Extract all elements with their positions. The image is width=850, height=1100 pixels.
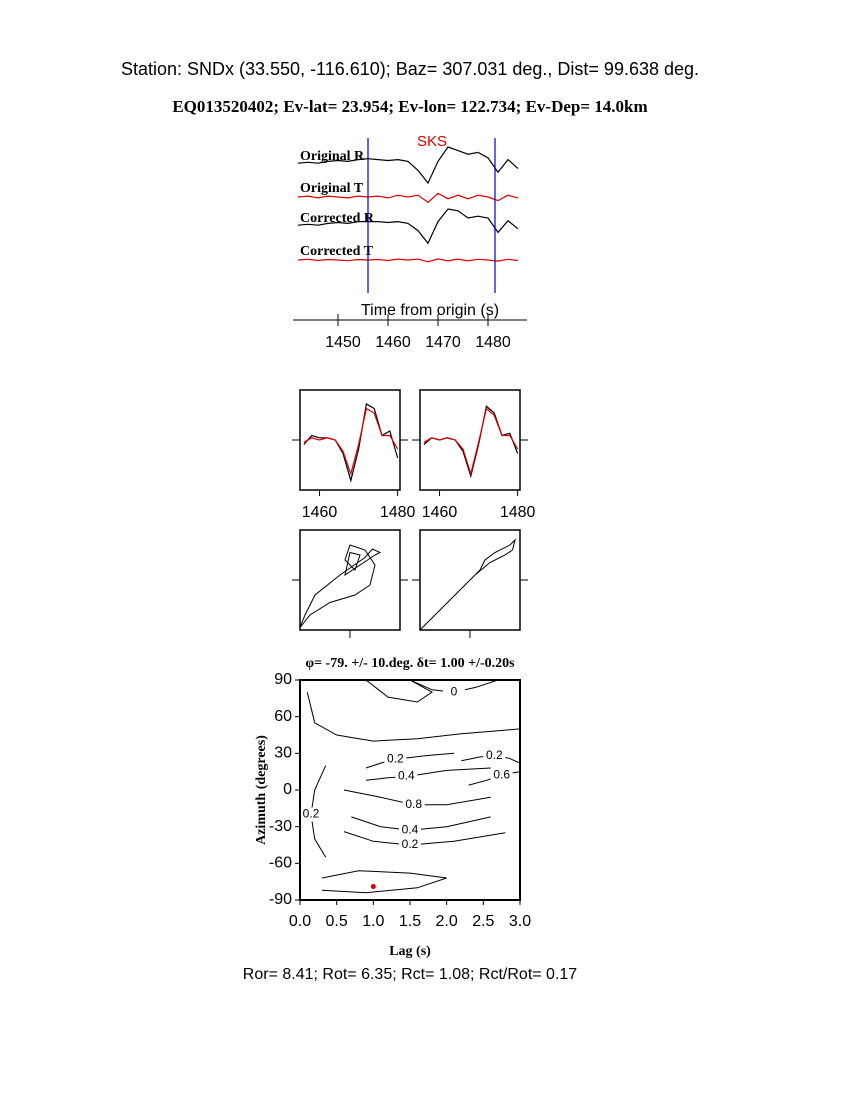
contour-line xyxy=(321,870,447,894)
trace-label: Corrected T xyxy=(300,244,374,259)
x-tick-label: 1460 xyxy=(302,504,338,521)
x-tick-label: 0.0 xyxy=(289,913,311,930)
contour-label: 0.2 xyxy=(486,748,503,762)
label-knockout xyxy=(300,807,322,822)
label-knockout xyxy=(395,769,418,784)
contour-title: φ= -79. +/- 10.deg. δt= 1.00 +/-0.20s xyxy=(305,656,515,671)
station-line: Station: SNDx (33.550, -116.610); Baz= 3… xyxy=(121,59,699,79)
y-tick-label: -60 xyxy=(269,855,292,872)
x-tick-label: 0.5 xyxy=(326,913,348,930)
phase-label: SKS xyxy=(417,133,447,150)
trace-label: Original R xyxy=(300,149,365,164)
x-tick-label: 1470 xyxy=(425,334,461,351)
contour-label: 0.8 xyxy=(405,797,422,811)
footer: Ror= 8.41; Rot= 6.35; Rct= 1.08; Rct/Rot… xyxy=(243,966,578,983)
contour-label: 0.6 xyxy=(493,768,510,782)
contour-label: 0.4 xyxy=(402,823,419,837)
trace xyxy=(297,146,519,185)
trace xyxy=(297,192,519,204)
x-tick-label: 1450 xyxy=(325,334,361,351)
y-tick-label: -30 xyxy=(269,818,292,835)
plot-frame xyxy=(299,679,521,901)
x-axis-label: Lag (s) xyxy=(389,944,431,959)
trace-label: Original T xyxy=(300,181,364,196)
label-knockout xyxy=(490,768,513,783)
contour-line xyxy=(365,752,455,769)
y-tick-label: -90 xyxy=(269,891,292,908)
contour-line xyxy=(365,767,491,781)
x-tick-label: 2.0 xyxy=(436,913,458,930)
label-knockout xyxy=(384,752,407,767)
contour-line xyxy=(365,679,433,703)
trace xyxy=(297,258,519,263)
y-axis-label: Azimuth (degrees) xyxy=(254,735,269,845)
x-tick-label: 1.5 xyxy=(399,913,421,930)
label-knockout xyxy=(399,823,421,838)
contour-label: 0.2 xyxy=(303,807,320,821)
x-axis-label: Time from origin (s) xyxy=(361,302,499,319)
label-knockout xyxy=(399,838,421,852)
label-knockout xyxy=(443,685,465,700)
x-tick-label: 1.0 xyxy=(362,913,384,930)
contour-line xyxy=(343,831,506,846)
x-tick-label: 1480 xyxy=(500,504,536,521)
particle-motion xyxy=(299,544,382,628)
best-fit-point xyxy=(370,884,376,890)
trace-label: Corrected R xyxy=(300,211,375,226)
trace xyxy=(423,407,519,477)
particle-motion xyxy=(419,538,516,631)
trace xyxy=(423,405,519,479)
y-tick-label: 90 xyxy=(274,671,292,688)
panel-frame xyxy=(299,389,401,491)
contour-label: 0.2 xyxy=(387,752,404,766)
contour-label: 0.2 xyxy=(402,837,419,851)
label-knockout xyxy=(483,748,506,763)
x-tick-label: 1480 xyxy=(380,504,416,521)
x-tick-label: 1480 xyxy=(475,334,511,351)
trace xyxy=(297,208,519,245)
contour-label: 0 xyxy=(451,684,458,698)
y-tick-label: 60 xyxy=(274,708,292,725)
contour-line xyxy=(306,692,521,742)
label-knockout xyxy=(402,797,425,812)
x-tick-label: 1460 xyxy=(375,334,411,351)
x-tick-label: 1460 xyxy=(422,504,458,521)
y-tick-label: 0 xyxy=(283,781,292,798)
event-line: EQ013520402; Ev-lat= 23.954; Ev-lon= 122… xyxy=(172,97,647,116)
trace xyxy=(303,407,399,476)
contour-label: 0.4 xyxy=(398,769,415,783)
trace xyxy=(303,403,399,483)
x-tick-label: 3.0 xyxy=(509,913,531,930)
x-tick-label: 2.5 xyxy=(472,913,494,930)
y-tick-label: 30 xyxy=(274,745,292,762)
